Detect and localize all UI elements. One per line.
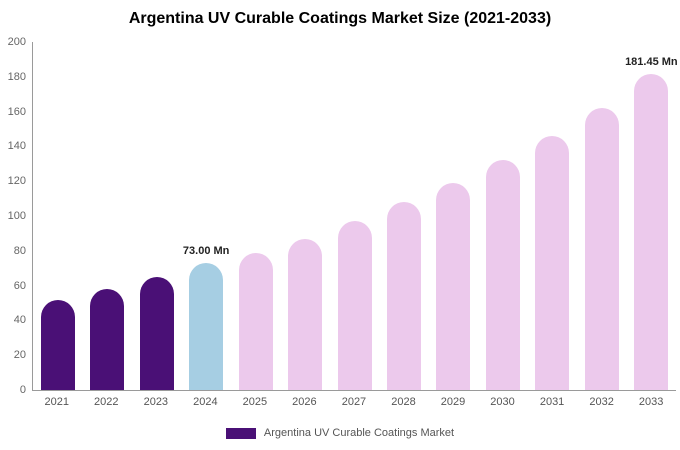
y-tick-label: 100 (7, 210, 26, 222)
x-axis-labels: 2021 2022 2023 2024 2025 2026 2027 2028 2029 2030… (32, 396, 676, 408)
y-tick-label: 40 (13, 314, 26, 327)
y-tick-label: 200 (7, 36, 26, 48)
bar-slot-2021 (33, 42, 82, 390)
y-tick-label: 140 (7, 140, 26, 153)
x-label-2021: 2021 (44, 396, 69, 408)
legend-swatch (225, 427, 256, 439)
plot-area: 73.00 Mn 181.45 Mn (32, 42, 678, 391)
bar-slot-2025 (231, 42, 280, 390)
x-label-2022: 2022 (94, 396, 119, 408)
bar-slot-2026 (280, 42, 329, 390)
x-label-2028: 2028 (391, 396, 416, 408)
x-label-2024: 2024 (193, 396, 218, 408)
bar-2021 (40, 299, 75, 390)
x-label-2027: 2027 (341, 396, 367, 408)
x-label-2025: 2025 (242, 396, 268, 408)
y-tick-label: 120 (7, 175, 26, 188)
y-tick-label: 60 (13, 279, 26, 292)
bar-slot-2023 (132, 42, 181, 390)
bar-slot-2031 (528, 42, 577, 390)
bar-value-label-2033: 181.45 Mn (625, 56, 678, 69)
bar-slot-2032 (577, 42, 626, 390)
bar-2031 (535, 135, 570, 390)
x-label-2031: 2031 (539, 396, 565, 408)
bar-2023 (139, 276, 174, 390)
bar-value-label-2024: 73.00 Mn (182, 244, 230, 257)
chart-area: 0 20 40 60 80 100 120 140 160 180 200 73.00 Mn 181.… (0, 36, 680, 442)
bar-slot-2033: 181.45 Mn (625, 42, 678, 390)
y-tick-label: 180 (7, 70, 26, 83)
bar-2026 (288, 238, 323, 390)
x-label-2029: 2029 (440, 396, 466, 408)
x-label-2033: 2033 (638, 396, 664, 408)
bar-2028 (387, 202, 422, 390)
bar-2030 (485, 160, 520, 390)
bar-slot-2027 (330, 42, 379, 390)
y-tick-label: 0 (19, 384, 26, 396)
chart-title: Argentina UV Curable Coatings Market Siz… (128, 10, 552, 27)
y-tick-label: 160 (7, 105, 26, 118)
legend: Argentina UV Curable Coatings Market (0, 427, 680, 439)
bar-2027 (337, 221, 372, 390)
x-label-2026: 2026 (292, 396, 317, 408)
bar-slot-2030 (478, 42, 527, 390)
bar-2024 (189, 262, 224, 390)
x-label-2023: 2023 (143, 396, 169, 408)
y-tick-label: 80 (13, 244, 26, 257)
bar-2025 (238, 252, 273, 390)
bar-slot-2029 (429, 42, 478, 390)
y-tick-label: 20 (13, 349, 26, 362)
bar-2029 (436, 182, 471, 390)
bar-2033 (634, 74, 669, 390)
y-axis: 0 20 40 60 80 100 120 140 160 180 200 (0, 36, 30, 396)
x-label-2032: 2032 (589, 396, 614, 408)
bar-2032 (584, 108, 619, 390)
bar-slot-2028 (379, 42, 428, 390)
bar-slot-2022 (82, 42, 131, 390)
bar-2022 (90, 289, 125, 390)
legend-label: Argentina UV Curable Coatings Market (263, 427, 455, 439)
x-label-2030: 2030 (490, 396, 515, 408)
bar-slot-2024: 73.00 Mn (181, 42, 230, 390)
